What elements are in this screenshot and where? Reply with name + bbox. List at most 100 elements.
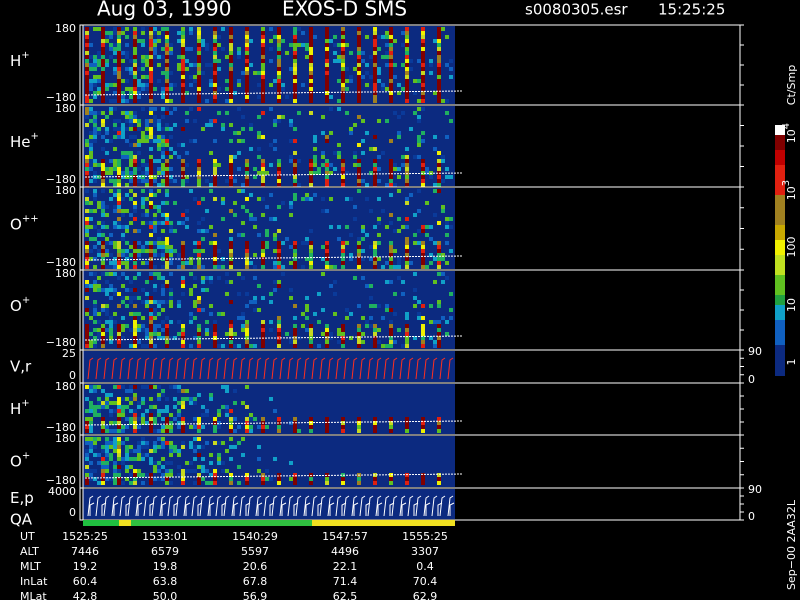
spectrogram-cell xyxy=(181,389,185,393)
spectrogram-cell xyxy=(217,43,221,47)
spectrogram-cell xyxy=(213,340,217,344)
spectrogram-cell xyxy=(357,344,361,348)
spectrogram-cell xyxy=(325,332,329,336)
spectrogram-cell xyxy=(445,99,449,103)
spectrogram-cell xyxy=(189,139,193,143)
spectrogram-cell xyxy=(429,225,433,229)
spectrogram-cell xyxy=(277,473,281,477)
spectrogram-cell xyxy=(189,292,193,296)
spectrogram-cell xyxy=(213,253,217,257)
spectrogram-cell xyxy=(437,245,441,249)
qa-trace xyxy=(329,502,335,516)
spectrogram-cell xyxy=(373,51,377,55)
spectrogram-cell xyxy=(325,167,329,171)
spectrogram-cell xyxy=(105,429,109,433)
spectrogram-cell xyxy=(125,115,129,119)
trace xyxy=(367,357,374,380)
spectrogram-cell xyxy=(377,217,381,221)
spectrogram-cell xyxy=(89,237,93,241)
spectrogram-cell xyxy=(121,123,125,127)
spectrogram-cell xyxy=(197,87,201,91)
spectrogram-cell xyxy=(137,151,141,155)
spectrogram-cell xyxy=(141,175,145,179)
spectrogram-cell xyxy=(277,95,281,99)
spectrogram-cell xyxy=(397,83,401,87)
spectrogram-cell xyxy=(109,477,113,481)
spectrogram-cell xyxy=(245,63,249,67)
qa-trace xyxy=(125,502,131,516)
spectrogram-cell xyxy=(201,288,205,292)
spectrogram-cell xyxy=(413,288,417,292)
spectrogram-cell xyxy=(137,296,141,300)
spectrogram-cell xyxy=(225,55,229,59)
spectrogram-cell xyxy=(181,175,185,179)
spectrogram-cell xyxy=(393,163,397,167)
spectrogram-cell xyxy=(105,151,109,155)
spectrogram-cell xyxy=(213,171,217,175)
spectrogram-cell xyxy=(213,197,217,201)
spectrogram-cell xyxy=(381,35,385,39)
spectrogram-cell xyxy=(357,31,361,35)
spectrogram-cell xyxy=(117,71,121,75)
spectrogram-cell xyxy=(153,55,157,59)
spectrogram-cell xyxy=(125,288,129,292)
spectrogram-cell xyxy=(293,328,297,332)
spectrogram-cell xyxy=(345,87,349,91)
spectrogram-cell xyxy=(245,197,249,201)
spectrogram-cell xyxy=(105,461,109,465)
spectrogram-cell xyxy=(181,221,185,225)
spectrogram-cell xyxy=(165,51,169,55)
spectrogram-cell xyxy=(153,385,157,389)
spectrogram-cell xyxy=(389,39,393,43)
spectrogram-cell xyxy=(117,253,121,257)
spectrogram-cell xyxy=(93,67,97,71)
spectrogram-cell xyxy=(421,39,425,43)
spectrogram-cell xyxy=(277,183,281,187)
orbit-value: 67.8 xyxy=(243,575,268,588)
spectrogram-cell xyxy=(333,51,337,55)
spectrogram-cell xyxy=(261,257,265,261)
spectrogram-cell xyxy=(357,179,361,183)
trace xyxy=(119,495,126,517)
spectrogram-cell xyxy=(393,312,397,316)
spectrogram-cell xyxy=(285,51,289,55)
spectrogram-cell xyxy=(189,63,193,67)
spectrogram-cell xyxy=(169,87,173,91)
orbit-value: 19.2 xyxy=(73,560,98,573)
spectrogram-cell xyxy=(177,425,181,429)
spectrogram-cell xyxy=(93,95,97,99)
spectrogram-cell xyxy=(197,261,201,265)
spectrogram-cell xyxy=(405,51,409,55)
spectrogram-cell xyxy=(293,316,297,320)
spectrogram-cell xyxy=(437,304,441,308)
spectrogram-cell xyxy=(421,175,425,179)
spectrogram-cell xyxy=(157,237,161,241)
spectrogram-cell xyxy=(113,189,117,193)
spectrogram-cell xyxy=(373,99,377,103)
spectrogram-cell xyxy=(181,91,185,95)
qa-bar xyxy=(131,520,312,526)
spectrogram-cell xyxy=(229,477,233,481)
spectrogram-cell xyxy=(121,27,125,31)
spectrogram-cell xyxy=(421,336,425,340)
spectrogram-cell xyxy=(221,461,225,465)
spectrogram-cell xyxy=(381,344,385,348)
spectrogram-cell xyxy=(121,457,125,461)
spectrogram-cell xyxy=(257,83,261,87)
spectrogram-cell xyxy=(109,393,113,397)
spectrogram-cell xyxy=(85,441,89,445)
spectrogram-cell xyxy=(401,155,405,159)
spectrogram-cell xyxy=(85,385,89,389)
spectrogram-cell xyxy=(293,95,297,99)
trace xyxy=(279,495,286,517)
spectrogram-cell xyxy=(161,477,165,481)
spectrogram-cell xyxy=(169,445,173,449)
spectrogram-cell xyxy=(169,245,173,249)
spectrogram-cell xyxy=(109,43,113,47)
spectrogram-cell xyxy=(101,189,105,193)
spectrogram-cell xyxy=(257,457,261,461)
spectrogram-cell xyxy=(93,171,97,175)
qa-trace xyxy=(245,502,251,516)
spectrogram-cell xyxy=(357,59,361,63)
spectrogram-cell xyxy=(161,107,165,111)
